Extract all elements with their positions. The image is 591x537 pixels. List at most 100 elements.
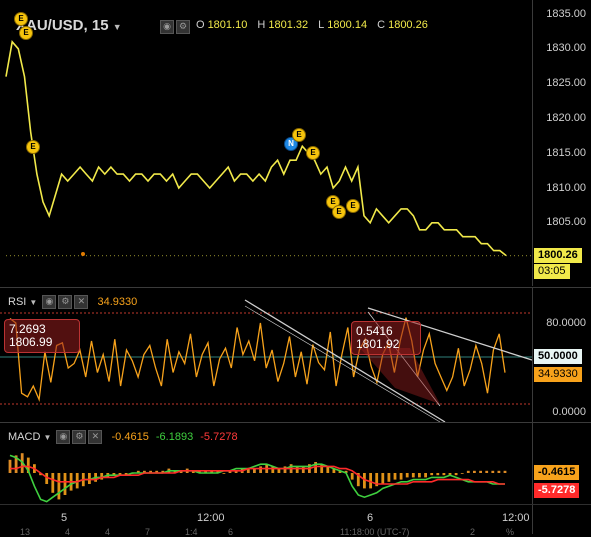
macd-histogram-bar — [271, 466, 275, 473]
macd-histogram-bar — [479, 470, 482, 473]
macd-histogram-bar — [503, 470, 507, 473]
event-marker[interactable]: E — [346, 199, 360, 213]
open-key: O — [196, 19, 205, 31]
macd-hist-tag: -0.4615 — [534, 465, 580, 480]
bottom-toolbar-item[interactable]: 4 — [105, 527, 111, 537]
macd-signal-value: -5.7278 — [200, 430, 238, 443]
rsi-chart[interactable] — [0, 288, 533, 423]
time-axis[interactable]: 5 12:00 6 12:00 13 4 4 7 1:4 6 11:18:00 … — [0, 504, 591, 537]
small-marker-dot — [81, 252, 85, 256]
price-label: 1820.00 — [546, 112, 586, 124]
macd-histogram-bar — [246, 468, 250, 473]
event-marker[interactable]: E — [14, 12, 28, 26]
bottom-toolbar-item[interactable]: 4 — [65, 527, 71, 537]
macd-histogram-bar — [210, 470, 214, 473]
close-key: C — [377, 19, 386, 31]
macd-histogram-bar — [39, 473, 42, 476]
eye-icon[interactable]: ◉ — [160, 19, 174, 34]
price-label: 1815.00 — [546, 147, 586, 159]
event-marker[interactable]: E — [19, 26, 33, 40]
eye-icon[interactable]: ◉ — [42, 295, 57, 309]
close-icon[interactable]: ✕ — [74, 295, 89, 309]
rsi-legend: RSI ▼ ◉ ⚙ ✕ 34.9330 — [8, 295, 137, 309]
symbol-title[interactable]: XAU/USD, 15 ▼ — [16, 17, 122, 34]
rsi-current-tag: 34.9330 — [534, 367, 582, 382]
close-icon[interactable]: ✕ — [88, 430, 103, 444]
macd-histogram-bar — [448, 473, 452, 476]
bottom-toolbar-item[interactable]: 13 — [20, 527, 31, 537]
macd-histogram-bar — [143, 470, 146, 473]
time-label: 5 — [61, 512, 68, 524]
event-marker[interactable]: E — [332, 205, 346, 219]
macd-histogram-bar — [485, 470, 489, 473]
macd-histogram-bar — [222, 473, 226, 474]
macd-histogram-bar — [26, 457, 30, 473]
macd-line-value: -6.1893 — [155, 430, 194, 443]
macd-histogram-bar — [454, 473, 458, 476]
macd-histogram-bar — [149, 470, 152, 473]
timezone-label[interactable]: 11:18:00 (UTC-7) — [340, 527, 410, 537]
macd-histogram-bar — [375, 473, 379, 487]
macd-legend: MACD ▼ ◉ ⚙ ✕ -0.4615 -6.1893 -5.7278 — [8, 430, 238, 444]
eye-icon[interactable]: ◉ — [56, 430, 71, 444]
macd-chart[interactable] — [0, 423, 532, 505]
macd-histogram-bar — [45, 473, 49, 484]
macd-histogram-bar — [424, 473, 427, 478]
legend-toolbar: ◉ ⚙ — [158, 18, 190, 36]
rsi-level-label: 80.0000 — [546, 317, 586, 329]
bottom-toolbar-item[interactable]: 6 — [228, 527, 234, 537]
macd-histogram-bar — [216, 470, 220, 473]
macd-signal-tag: -5.7278 — [534, 483, 580, 498]
chevron-down-icon[interactable]: ▼ — [29, 297, 38, 307]
macd-pane[interactable]: MACD ▼ ◉ ⚙ ✕ -0.4615 -6.1893 -5.7278 -0.46… — [0, 422, 591, 505]
macd-histogram-bar — [430, 473, 434, 476]
rsi-value: 34.9330 — [97, 295, 138, 308]
axis-corner — [532, 505, 591, 534]
macd-histogram-bar — [301, 466, 305, 473]
macd-histogram-bar — [320, 464, 324, 473]
macd-name: MACD — [8, 430, 41, 443]
macd-histogram-bar — [381, 473, 385, 484]
macd-histogram-bar — [314, 462, 317, 473]
event-marker[interactable]: E — [306, 146, 320, 160]
macd-histogram-bar — [295, 466, 299, 473]
rsi-level-tag: 50.0000 — [534, 349, 582, 364]
bottom-toolbar-item[interactable]: 2 — [470, 527, 476, 537]
bottom-toolbar-item[interactable]: 1:4 — [185, 527, 198, 537]
price-chart[interactable] — [0, 0, 532, 286]
macd-histogram-bar — [356, 473, 360, 487]
macd-histogram-bar — [369, 473, 372, 489]
macd-histogram-bar — [88, 473, 91, 484]
macd-histogram-bar — [350, 473, 354, 480]
event-marker[interactable]: E — [292, 128, 306, 142]
interval-label: 15 — [91, 17, 109, 34]
chevron-down-icon[interactable]: ▼ — [112, 22, 122, 32]
gear-icon[interactable]: ⚙ — [72, 430, 87, 444]
annotation-box[interactable]: 7.2693 1806.99 — [4, 319, 80, 353]
macd-histogram-bar — [393, 473, 397, 480]
macd-histogram-bar — [491, 470, 495, 473]
gear-icon[interactable]: ⚙ — [58, 295, 73, 309]
chevron-down-icon[interactable]: ▼ — [43, 432, 52, 442]
macd-histogram-bar — [442, 473, 446, 476]
macd-histogram-bar — [63, 473, 67, 495]
bottom-toolbar-item[interactable]: 7 — [145, 527, 151, 537]
macd-histogram-bar — [198, 470, 201, 473]
macd-histogram-bar — [399, 473, 403, 480]
macd-histogram-bar — [124, 473, 128, 476]
macd-histogram-bar — [338, 470, 342, 473]
candle-countdown: 03:05 — [534, 264, 570, 279]
macd-histogram-bar — [51, 473, 55, 493]
annotation-line: 0.5416 — [356, 324, 393, 338]
macd-hist-value: -0.4615 — [111, 430, 149, 443]
rsi-pane[interactable]: RSI ▼ ◉ ⚙ ✕ 34.9330 7.2693 1806.99 0.5416 … — [0, 287, 591, 423]
macd-histogram-bar — [204, 470, 207, 473]
price-axis[interactable]: 1835.00 1830.00 1825.00 1820.00 1815.00 … — [532, 0, 591, 286]
gear-icon[interactable]: ⚙ — [176, 19, 190, 34]
time-label: 6 — [367, 512, 374, 524]
price-chart-pane[interactable]: XAU/USD, 15 ▼ ◉ ⚙ O 1801.10 H 1801.32 L 1800… — [0, 0, 591, 286]
event-marker[interactable]: E — [26, 140, 40, 154]
percent-toggle[interactable]: % — [506, 527, 515, 537]
time-label: 12:00 — [502, 512, 530, 524]
annotation-box[interactable]: 0.5416 1801.92 — [351, 321, 421, 355]
